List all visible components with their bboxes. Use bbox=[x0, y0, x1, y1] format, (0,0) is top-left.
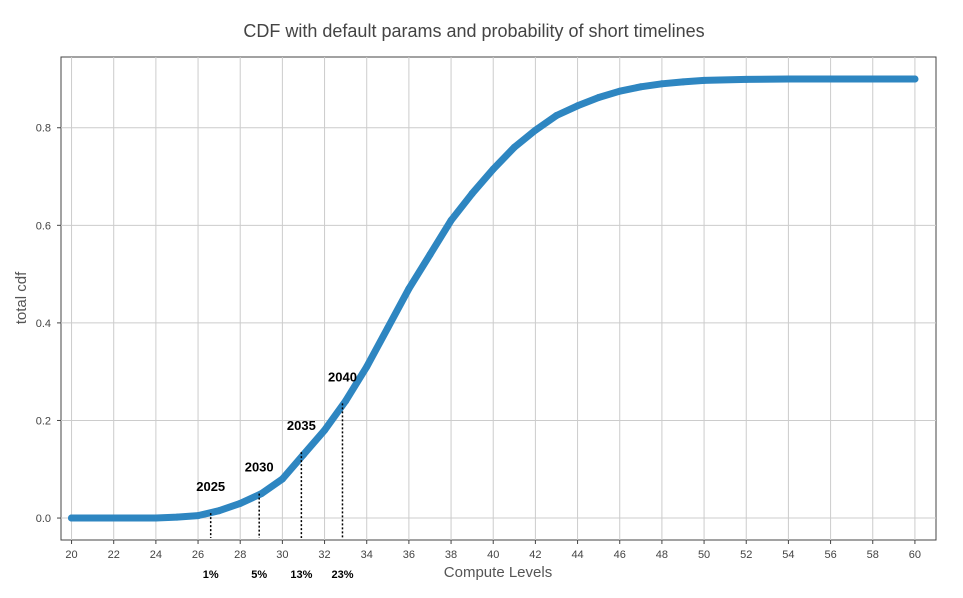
cdf-point bbox=[110, 514, 118, 522]
x-tick-label: 20 bbox=[65, 549, 77, 561]
probability-label: 1% bbox=[203, 569, 219, 581]
x-tick-label: 42 bbox=[529, 549, 541, 561]
y-tick-label: 0.2 bbox=[36, 415, 51, 427]
y-axis-label: total cdf bbox=[13, 271, 30, 324]
y-tick-label: 0.6 bbox=[36, 220, 51, 232]
x-tick-label: 56 bbox=[824, 549, 836, 561]
cdf-point bbox=[215, 507, 223, 515]
cdf-point bbox=[278, 475, 286, 483]
probability-label: 13% bbox=[290, 569, 312, 581]
x-tick-label: 36 bbox=[403, 549, 415, 561]
x-tick-label: 48 bbox=[656, 549, 668, 561]
cdf-point bbox=[531, 126, 539, 134]
cdf-point bbox=[405, 285, 413, 293]
cdf-point bbox=[321, 426, 329, 434]
x-tick-label: 58 bbox=[867, 549, 879, 561]
cdf-point bbox=[637, 83, 645, 91]
cdf-point bbox=[68, 514, 75, 522]
y-tick-label: 0.4 bbox=[36, 318, 51, 330]
year-annotation-label: 2040 bbox=[328, 369, 357, 384]
cdf-point bbox=[426, 251, 434, 259]
probability-label: 5% bbox=[251, 569, 267, 581]
x-tick-label: 28 bbox=[234, 549, 246, 561]
cdf-point bbox=[447, 216, 455, 224]
cdf-point bbox=[489, 165, 497, 173]
plot-area bbox=[60, 56, 937, 541]
x-axis-label: Compute Levels bbox=[444, 564, 552, 581]
x-tick-label: 46 bbox=[614, 549, 626, 561]
x-tick-label: 60 bbox=[909, 549, 921, 561]
x-tick-label: 38 bbox=[445, 549, 457, 561]
cdf-series bbox=[68, 75, 919, 522]
probability-label: 23% bbox=[331, 569, 353, 581]
x-tick-label: 50 bbox=[698, 549, 710, 561]
cdf-point bbox=[679, 78, 687, 86]
cdf-point bbox=[658, 80, 666, 88]
cdf-point bbox=[869, 75, 877, 83]
cdf-point bbox=[742, 75, 750, 83]
cdf-point bbox=[616, 87, 624, 95]
cdf-point bbox=[236, 499, 244, 507]
y-tick-labels: 0.0 0.2 0.4 0.6 0.8 bbox=[36, 123, 61, 525]
year-annotation-label: 2035 bbox=[287, 418, 316, 433]
cdf-line bbox=[68, 75, 919, 522]
x-tick-label: 40 bbox=[487, 549, 499, 561]
x-tick-label: 32 bbox=[318, 549, 330, 561]
cdf-point bbox=[911, 75, 919, 83]
cdf-point bbox=[595, 94, 603, 101]
cdf-point bbox=[510, 143, 518, 151]
grid-lines bbox=[61, 57, 936, 540]
chart-title: CDF with default params and probability … bbox=[243, 21, 704, 41]
cdf-point bbox=[152, 514, 160, 522]
cdf-point bbox=[384, 324, 392, 332]
x-tick-label: 22 bbox=[108, 549, 120, 561]
x-tick-label: 52 bbox=[740, 549, 752, 561]
cdf-point bbox=[700, 76, 708, 84]
x-tick-label: 54 bbox=[782, 549, 794, 561]
cdf-point bbox=[342, 397, 350, 405]
cdf-point bbox=[784, 75, 792, 83]
y-tick-label: 0.8 bbox=[36, 123, 51, 135]
x-tick-label: 34 bbox=[361, 549, 373, 561]
x-tick-labels: 20 22 24 26 28 30 32 34 36 38 40 42 44 46 48 50 52 54 56 58… bbox=[65, 540, 921, 561]
cdf-point bbox=[173, 513, 181, 521]
cdf-point bbox=[468, 190, 476, 198]
x-tick-label: 26 bbox=[192, 549, 204, 561]
y-tick-label: 0.0 bbox=[36, 513, 51, 525]
year-annotations: 2025 1% 2030 5% 2035 13% 2040 23% bbox=[196, 369, 357, 581]
cdf-point bbox=[194, 512, 202, 520]
year-annotation-label: 2030 bbox=[245, 460, 274, 475]
cdf-point bbox=[827, 75, 835, 83]
year-annotation-label: 2025 bbox=[196, 479, 225, 494]
x-tick-label: 30 bbox=[276, 549, 288, 561]
cdf-point bbox=[363, 363, 371, 371]
cdf-point bbox=[574, 102, 582, 110]
cdf-point bbox=[553, 112, 560, 119]
x-tick-label: 24 bbox=[150, 549, 162, 561]
x-tick-label: 44 bbox=[571, 549, 583, 561]
